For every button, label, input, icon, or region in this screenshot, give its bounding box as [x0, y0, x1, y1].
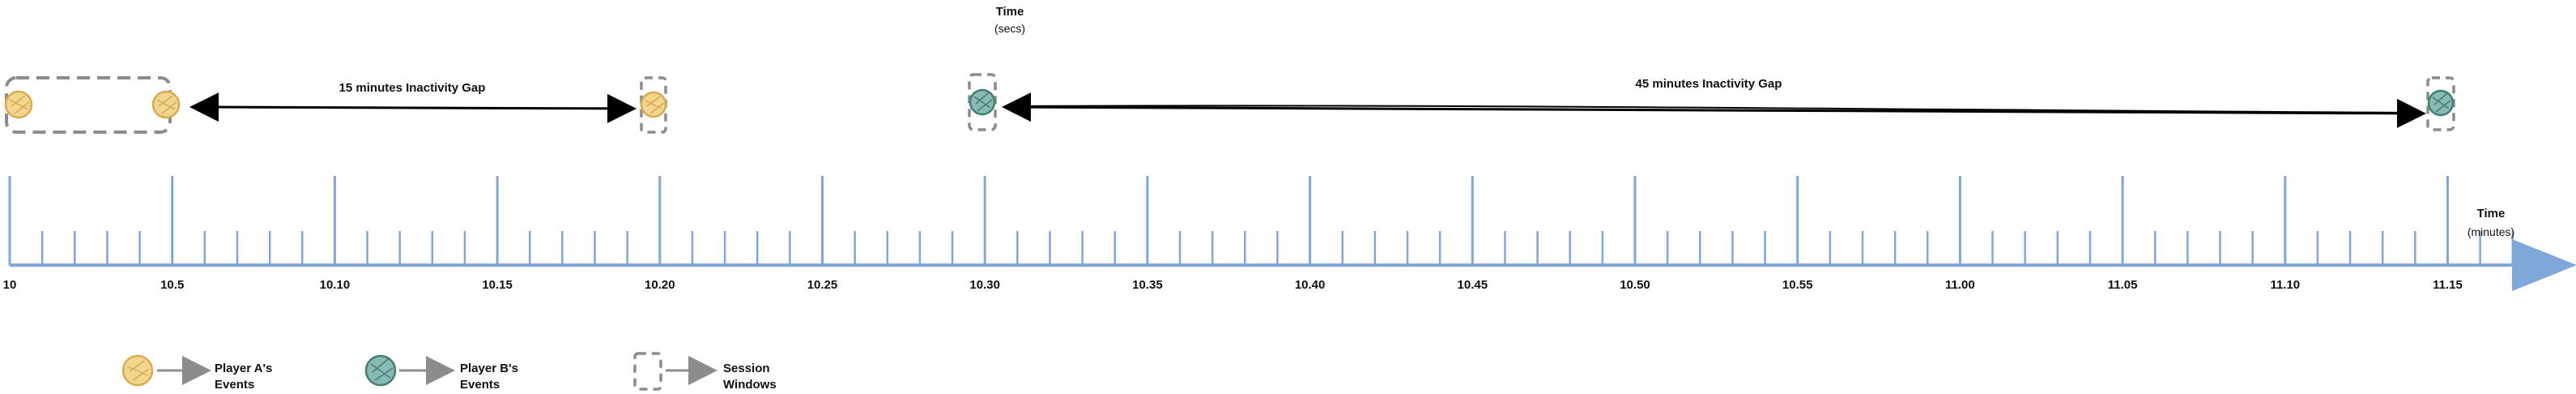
session-window-legend-line2: Windows [723, 378, 777, 392]
tick-label: 11.05 [2108, 278, 2138, 292]
session-window-icon [633, 352, 662, 391]
timeline-ticks [8, 176, 2514, 265]
legend-session-windows: Session Windows [633, 352, 777, 392]
player-a-event [151, 90, 181, 119]
legend-player-a: Player A's Events [121, 354, 272, 392]
gap-label-45: 45 minutes Inactivity Gap [1636, 77, 1782, 91]
player-b-legend-line2: Events [460, 378, 500, 392]
time-unit: (secs) [994, 22, 1025, 35]
player-a-event-icon [121, 354, 154, 387]
tick-label: 10.45 [1458, 278, 1488, 292]
tick-label: 10.5 [160, 278, 184, 292]
player-a-event [4, 90, 33, 119]
tick-label: 11.10 [2270, 278, 2300, 292]
player-b-event [969, 88, 996, 116]
gap-arrow-45-sketch-line [1006, 105, 2422, 113]
tick-label: 10.15 [482, 278, 513, 292]
tick-label: 10 [3, 278, 17, 292]
player-a-legend-line2: Events [215, 378, 254, 392]
player-b-event [2427, 89, 2455, 117]
tick-label: 10.40 [1295, 278, 1326, 292]
tick-label: 10.25 [807, 278, 838, 292]
tick-label: 11.00 [1945, 278, 1975, 292]
legend-player-b: Player B's Events [364, 354, 518, 392]
time-title: Time [996, 5, 1024, 19]
tick-label: 10.10 [320, 278, 351, 292]
player-b-event-icon [364, 354, 397, 387]
tick-label: 10.50 [1620, 278, 1650, 292]
gap-arrow-15 [189, 92, 637, 123]
axis-title: Time [2477, 207, 2506, 221]
tick-label: 10.20 [645, 278, 675, 292]
gap-label-15: 15 minutes Inactivity Gap [339, 81, 486, 95]
tick-label: 10.55 [1782, 278, 1813, 292]
session-window-legend-line1: Session [723, 362, 770, 375]
tick-label: 10.30 [969, 278, 1000, 292]
gap-arrow-45 [1002, 92, 2426, 128]
player-a-legend-line1: Player A's [215, 362, 272, 375]
player-b-legend-line1: Player B's [460, 362, 518, 375]
tick-label: 11.15 [2433, 278, 2463, 292]
player-a-event [640, 91, 667, 118]
axis-unit: (minutes) [2467, 225, 2514, 238]
tick-label: 10.35 [1132, 278, 1163, 292]
timeline-tick-labels: 10 10.5 10.10 10.15 10.20 10.25 10.30 10.35 10.4… [3, 278, 2463, 292]
